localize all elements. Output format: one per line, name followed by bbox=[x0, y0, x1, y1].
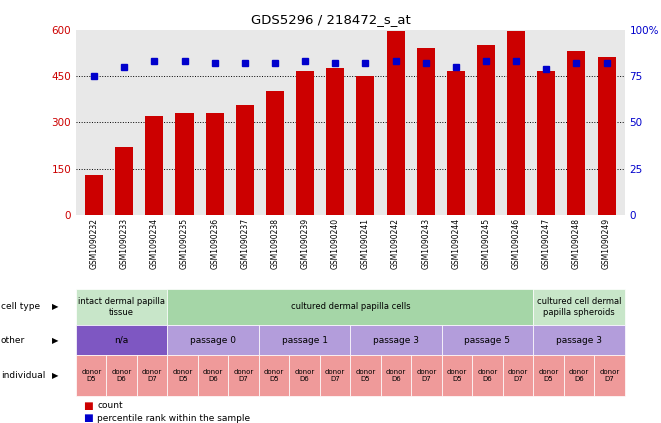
Text: donor
D7: donor D7 bbox=[233, 369, 254, 382]
Text: cultured dermal papilla cells: cultured dermal papilla cells bbox=[291, 302, 410, 311]
Bar bbox=[175, 113, 194, 215]
Text: donor
D5: donor D5 bbox=[264, 369, 284, 382]
Bar bbox=[115, 147, 134, 215]
Bar bbox=[447, 71, 465, 215]
Text: donor
D7: donor D7 bbox=[416, 369, 437, 382]
Bar bbox=[387, 31, 405, 215]
Bar bbox=[598, 58, 615, 215]
Text: donor
D6: donor D6 bbox=[295, 369, 315, 382]
Bar bbox=[236, 105, 254, 215]
Bar bbox=[416, 48, 435, 215]
Text: donor
D6: donor D6 bbox=[112, 369, 132, 382]
Bar bbox=[145, 116, 163, 215]
Text: donor
D6: donor D6 bbox=[477, 369, 498, 382]
Text: individual: individual bbox=[1, 371, 45, 380]
Text: count: count bbox=[97, 401, 123, 410]
Text: donor
D7: donor D7 bbox=[142, 369, 163, 382]
Bar bbox=[477, 45, 495, 215]
Text: percentile rank within the sample: percentile rank within the sample bbox=[97, 414, 251, 423]
Bar bbox=[266, 91, 284, 215]
Bar bbox=[507, 31, 525, 215]
Text: donor
D5: donor D5 bbox=[173, 369, 193, 382]
Text: donor
D7: donor D7 bbox=[600, 369, 619, 382]
Bar bbox=[567, 51, 586, 215]
Text: passage 3: passage 3 bbox=[556, 335, 602, 345]
Bar bbox=[356, 76, 374, 215]
Text: intact dermal papilla
tissue: intact dermal papilla tissue bbox=[78, 297, 165, 316]
Text: passage 0: passage 0 bbox=[190, 335, 236, 345]
Text: ▶: ▶ bbox=[52, 302, 58, 311]
Text: ■: ■ bbox=[83, 413, 93, 423]
Text: other: other bbox=[1, 335, 25, 345]
Text: cultured cell dermal
papilla spheroids: cultured cell dermal papilla spheroids bbox=[537, 297, 621, 316]
Text: n/a: n/a bbox=[114, 335, 129, 345]
Text: donor
D7: donor D7 bbox=[325, 369, 345, 382]
Text: passage 5: passage 5 bbox=[465, 335, 510, 345]
Bar bbox=[296, 71, 314, 215]
Bar bbox=[85, 175, 103, 215]
Text: donor
D6: donor D6 bbox=[386, 369, 406, 382]
Bar bbox=[537, 71, 555, 215]
Text: ▶: ▶ bbox=[52, 335, 58, 345]
Text: passage 3: passage 3 bbox=[373, 335, 419, 345]
Text: GDS5296 / 218472_s_at: GDS5296 / 218472_s_at bbox=[251, 13, 410, 26]
Text: cell type: cell type bbox=[1, 302, 40, 311]
Text: passage 1: passage 1 bbox=[282, 335, 328, 345]
Text: donor
D7: donor D7 bbox=[508, 369, 528, 382]
Text: donor
D6: donor D6 bbox=[569, 369, 589, 382]
Text: donor
D5: donor D5 bbox=[81, 369, 101, 382]
Text: donor
D5: donor D5 bbox=[538, 369, 559, 382]
Text: ■: ■ bbox=[83, 401, 93, 411]
Bar bbox=[206, 113, 223, 215]
Bar bbox=[327, 68, 344, 215]
Text: donor
D5: donor D5 bbox=[447, 369, 467, 382]
Text: donor
D6: donor D6 bbox=[203, 369, 223, 382]
Text: donor
D5: donor D5 bbox=[356, 369, 375, 382]
Text: ▶: ▶ bbox=[52, 371, 58, 380]
